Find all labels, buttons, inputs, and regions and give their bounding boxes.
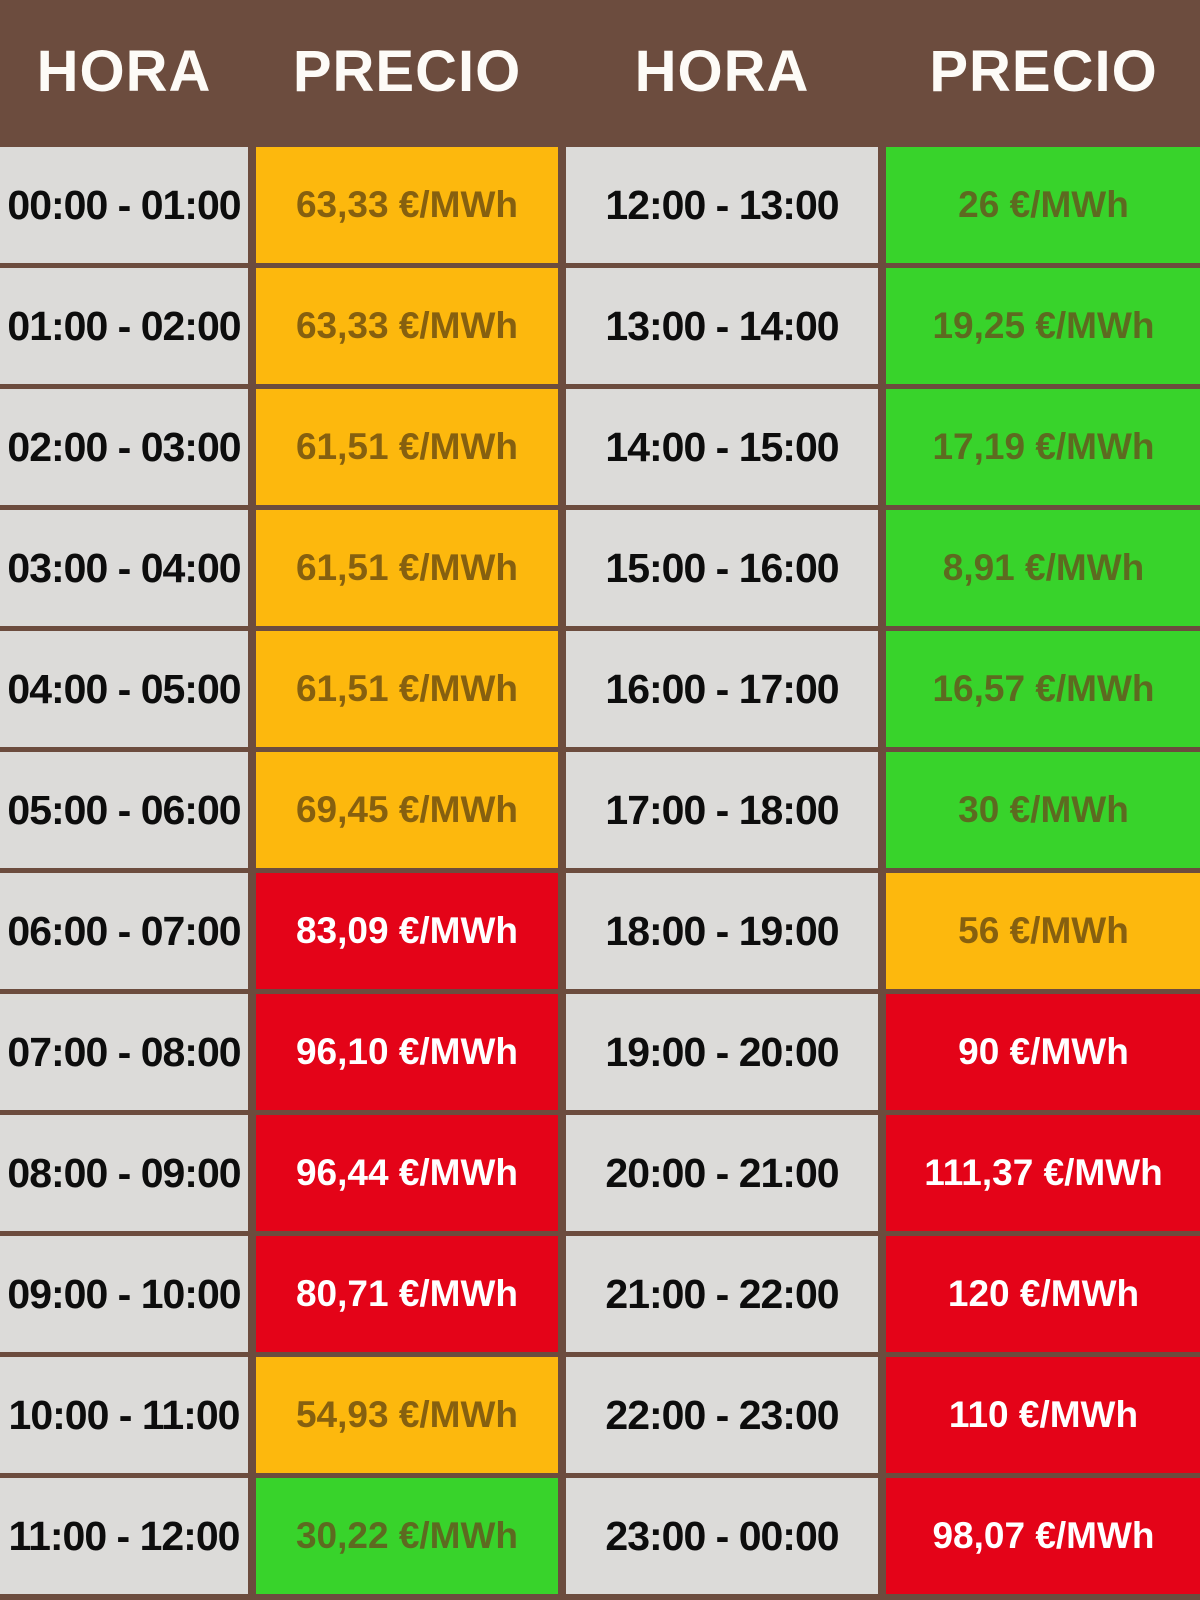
precio-cell: 61,51 €/MWh <box>256 631 558 747</box>
precio-cell: 120 €/MWh <box>886 1236 1200 1352</box>
precio-cell: 19,25 €/MWh <box>886 268 1200 384</box>
hora-cell: 16:00 - 17:00 <box>566 631 878 747</box>
hora-cell: 10:00 - 11:00 <box>0 1357 248 1473</box>
precio-cell: 56 €/MWh <box>886 873 1200 989</box>
precio-cell: 96,44 €/MWh <box>256 1115 558 1231</box>
hora-cell: 07:00 - 08:00 <box>0 994 248 1110</box>
precio-cell: 17,19 €/MWh <box>886 389 1200 505</box>
hora-cell: 05:00 - 06:00 <box>0 752 248 868</box>
precio-cell: 96,10 €/MWh <box>256 994 558 1110</box>
precio-cell: 30,22 €/MWh <box>256 1478 558 1594</box>
precio-cell: 8,91 €/MWh <box>886 510 1200 626</box>
hora-cell: 22:00 - 23:00 <box>566 1357 878 1473</box>
hora-cell: 23:00 - 00:00 <box>566 1478 878 1594</box>
hora-cell: 01:00 - 02:00 <box>0 268 248 384</box>
hora-cell: 20:00 - 21:00 <box>566 1115 878 1231</box>
precio-cell: 61,51 €/MWh <box>256 510 558 626</box>
precio-cell: 110 €/MWh <box>886 1357 1200 1473</box>
hora-cell: 04:00 - 05:00 <box>0 631 248 747</box>
column-header-precio-right: PRECIO <box>886 0 1200 142</box>
hora-cell: 03:00 - 04:00 <box>0 510 248 626</box>
precio-cell: 111,37 €/MWh <box>886 1115 1200 1231</box>
hora-cell: 19:00 - 20:00 <box>566 994 878 1110</box>
precio-cell: 16,57 €/MWh <box>886 631 1200 747</box>
hora-cell: 13:00 - 14:00 <box>566 268 878 384</box>
precio-cell: 54,93 €/MWh <box>256 1357 558 1473</box>
column-header-hora-left: HORA <box>0 0 248 142</box>
hora-cell: 21:00 - 22:00 <box>566 1236 878 1352</box>
precio-cell: 98,07 €/MWh <box>886 1478 1200 1594</box>
precio-cell: 63,33 €/MWh <box>256 268 558 384</box>
hora-cell: 08:00 - 09:00 <box>0 1115 248 1231</box>
precio-cell: 90 €/MWh <box>886 994 1200 1110</box>
column-header-hora-right: HORA <box>566 0 878 142</box>
hora-cell: 02:00 - 03:00 <box>0 389 248 505</box>
precio-cell: 63,33 €/MWh <box>256 147 558 263</box>
hora-cell: 12:00 - 13:00 <box>566 147 878 263</box>
hora-cell: 09:00 - 10:00 <box>0 1236 248 1352</box>
precio-cell: 30 €/MWh <box>886 752 1200 868</box>
hora-cell: 14:00 - 15:00 <box>566 389 878 505</box>
hora-cell: 15:00 - 16:00 <box>566 510 878 626</box>
hora-cell: 06:00 - 07:00 <box>0 873 248 989</box>
precio-cell: 83,09 €/MWh <box>256 873 558 989</box>
hora-cell: 11:00 - 12:00 <box>0 1478 248 1594</box>
hora-cell: 17:00 - 18:00 <box>566 752 878 868</box>
precio-cell: 69,45 €/MWh <box>256 752 558 868</box>
precio-cell: 26 €/MWh <box>886 147 1200 263</box>
hora-cell: 18:00 - 19:00 <box>566 873 878 989</box>
hora-cell: 00:00 - 01:00 <box>0 147 248 263</box>
precio-cell: 61,51 €/MWh <box>256 389 558 505</box>
precio-cell: 80,71 €/MWh <box>256 1236 558 1352</box>
column-header-precio-left: PRECIO <box>256 0 558 142</box>
